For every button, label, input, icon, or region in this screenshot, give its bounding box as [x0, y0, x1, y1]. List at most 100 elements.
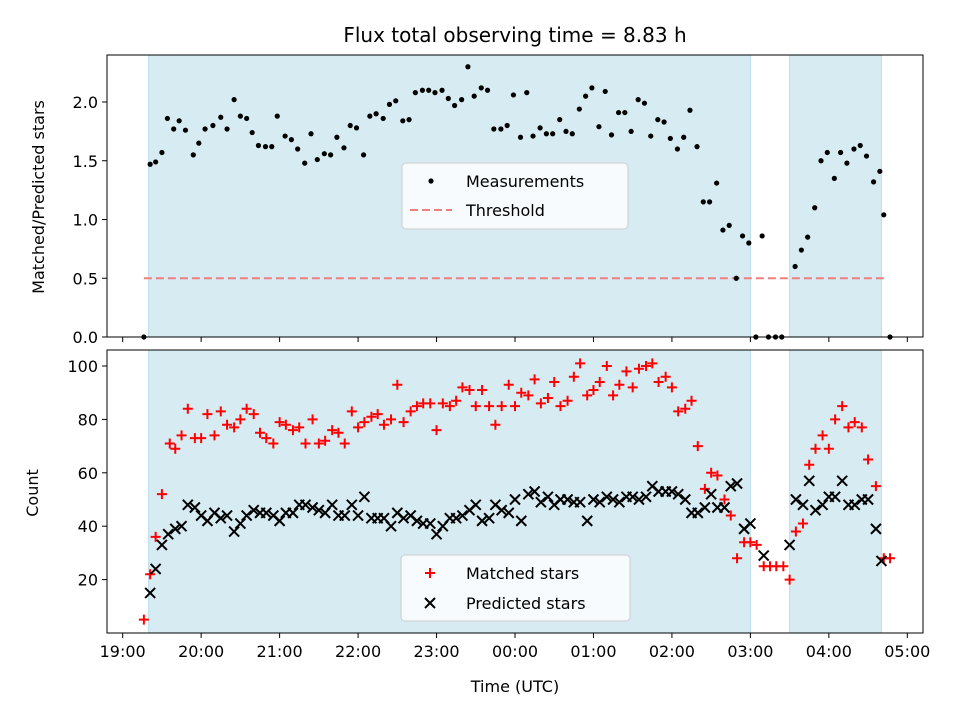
matched-star-point — [248, 409, 259, 420]
matched-star-point — [359, 417, 370, 428]
measurement-point — [321, 151, 327, 157]
matched-star-point — [830, 414, 841, 425]
measurement-point — [295, 146, 301, 152]
matched-star-point — [202, 409, 213, 420]
predicted-star-point — [358, 491, 371, 503]
matched-star-point — [346, 406, 357, 417]
matched-star-point — [778, 561, 789, 572]
axes-frame — [106, 54, 924, 338]
predicted-star-point — [156, 539, 168, 551]
matched-star-point — [372, 409, 383, 420]
predicted-star-point — [803, 475, 815, 487]
matched-star-point — [268, 438, 279, 449]
x-tick-label: 03:00 — [727, 642, 773, 661]
y-tick-label: 60 — [78, 464, 98, 483]
top-panel: 0.0 0.5 1.0 1.5 2.0 Measurements Threshold — [73, 54, 924, 347]
measurement-point — [798, 247, 804, 253]
matched-star-point — [425, 398, 436, 409]
measurement-point — [635, 97, 641, 103]
measurement-point — [863, 153, 870, 159]
matched-star-point — [856, 422, 867, 433]
measurement-point — [498, 126, 504, 132]
matched-star-point — [170, 443, 181, 454]
matched-star-point — [641, 361, 652, 372]
measurement-point — [288, 137, 294, 143]
predicted-star-point — [744, 517, 757, 530]
measurement-point — [576, 106, 582, 112]
measurement-point — [393, 98, 399, 104]
measurement-point — [831, 175, 837, 181]
matched-star-point — [837, 401, 848, 412]
measurement-point — [857, 142, 863, 149]
matched-star-point — [484, 401, 495, 412]
predicted-star-point — [797, 499, 809, 511]
matched-star-point — [156, 489, 167, 500]
predicted-star-point — [287, 507, 299, 519]
matched-star-point — [378, 419, 389, 430]
predicted-star-point — [829, 491, 841, 503]
matched-star-point — [817, 430, 828, 441]
measurement-point — [524, 90, 530, 96]
measurement-point — [543, 131, 549, 137]
measurement-point — [687, 107, 693, 113]
measurement-point — [615, 109, 622, 116]
x-tick-label: 04:00 — [806, 642, 852, 661]
legend-box — [400, 554, 631, 622]
predicted-star-point — [215, 512, 227, 524]
measurement-point — [596, 124, 602, 130]
measurement-point — [824, 149, 830, 156]
measurement-point — [373, 111, 379, 117]
measurement-point — [641, 100, 648, 106]
predicted-star-point — [162, 528, 174, 540]
legend-measurement-marker — [428, 178, 434, 184]
matched-star-point — [300, 438, 311, 449]
predicted-star-point — [339, 509, 351, 522]
matched-star-point — [673, 406, 684, 417]
predicted-star-point — [495, 504, 508, 516]
predicted-star-point — [640, 491, 652, 503]
predicted-star-point — [144, 587, 156, 599]
top-y-axis-label: Matched/Predicted stars — [29, 100, 48, 294]
measurement-point — [589, 85, 595, 91]
predicted-star-point — [836, 475, 848, 487]
measurement-point — [484, 87, 491, 93]
matched-star-point — [386, 414, 397, 425]
matched-star-point — [516, 387, 527, 398]
matched-star-point — [784, 574, 795, 585]
measurement-point — [583, 93, 589, 99]
measurement-point — [550, 131, 556, 137]
matched-star-point — [732, 553, 743, 564]
matched-star-point — [145, 569, 156, 580]
matched-star-point — [444, 401, 455, 412]
predicted-star-point — [248, 504, 260, 516]
measurement-point — [792, 263, 798, 270]
predicted-star-point — [594, 496, 606, 508]
matched-star-point — [280, 419, 291, 430]
predicted-star-point — [679, 493, 691, 506]
matched-star-point — [751, 539, 762, 550]
predicted-star-point — [875, 555, 888, 567]
predicted-star-point — [470, 499, 482, 511]
matched-star-point — [588, 385, 599, 396]
observing-window — [789, 349, 882, 634]
x-tick-label: 01:00 — [570, 642, 616, 661]
predicted-star-point — [613, 496, 626, 508]
measurement-point — [159, 149, 165, 156]
measurement-point — [210, 122, 216, 129]
measurement-point — [182, 127, 189, 133]
predicted-star-point — [626, 491, 639, 503]
x-tick-label: 23:00 — [413, 642, 459, 661]
y-tick-label: 20 — [78, 571, 98, 590]
matched-star-point — [692, 441, 703, 452]
predicted-star-point — [234, 517, 247, 530]
matched-star-point — [870, 481, 881, 492]
measurement-point — [176, 118, 182, 124]
y-tick-label: 1.0 — [73, 211, 98, 230]
matched-star-point — [790, 526, 801, 537]
y-tick-label: 0.0 — [73, 328, 98, 347]
matched-star-point — [182, 403, 193, 414]
measurement-point — [308, 131, 314, 137]
measurement-point — [569, 131, 575, 137]
matched-star-point — [320, 435, 331, 446]
matched-star-point — [863, 454, 874, 465]
